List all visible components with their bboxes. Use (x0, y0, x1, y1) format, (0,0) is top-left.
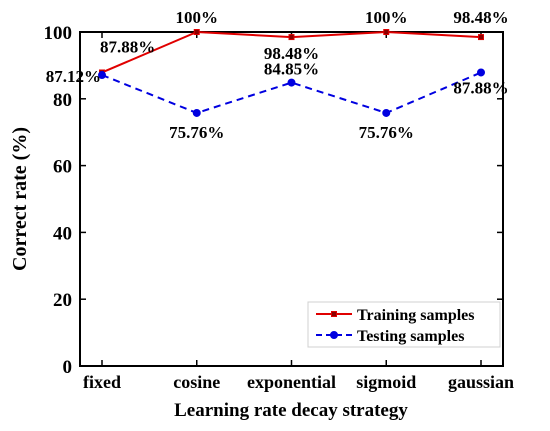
y-axis-title: Correct rate (%) (9, 127, 31, 271)
y-tick-label: 80 (53, 90, 72, 111)
testing-point (192, 108, 201, 117)
testing-data-label: 87.12% (46, 67, 101, 86)
legend-items: Training samples Testing samples (316, 307, 475, 345)
x-axis-title: Learning rate decay strategy (174, 400, 408, 421)
x-tick-label: cosine (173, 372, 220, 392)
legend-label: Training samples (357, 307, 475, 324)
x-axis: fixed cosine exponential sigmoid gaussian (83, 32, 514, 392)
x-tick-label: sigmoid (356, 372, 416, 392)
testing-point (287, 78, 296, 87)
series-layer (98, 29, 485, 117)
x-tick-label: gaussian (448, 372, 514, 392)
x-tick-label: exponential (247, 372, 336, 392)
testing-data-label: 84.85% (264, 60, 319, 79)
testing-data-label: 75.76% (169, 123, 224, 142)
y-axis: 0 20 40 60 80 100 (44, 23, 503, 378)
training-data-label: 100% (176, 8, 219, 27)
data-labels: 87.88% 100% 98.48% 100% 98.48% 87.12% 75.76% 84… (46, 8, 509, 142)
y-tick-label: 0 (63, 357, 73, 378)
training-data-label: 100% (365, 8, 408, 27)
training-data-label: 87.88% (100, 37, 155, 56)
training-point (193, 29, 200, 35)
y-tick-label: 100 (44, 23, 73, 44)
legend-box (307, 301, 501, 348)
x-tick-label: fixed (83, 372, 121, 392)
testing-data-label: 87.88% (453, 78, 508, 97)
y-tick-label: 60 (53, 157, 72, 178)
training-point (478, 34, 484, 41)
legend-label: Testing samples (357, 328, 464, 345)
y-tick-label: 40 (53, 223, 72, 244)
testing-point (382, 108, 391, 117)
training-point (288, 34, 295, 41)
legend: Training samples Testing samples (307, 301, 501, 348)
testing-point (98, 71, 106, 80)
training-data-label: 98.48% (453, 8, 508, 27)
y-tick-label: 20 (53, 290, 72, 311)
legend-marker (331, 311, 337, 317)
testing-point (477, 68, 485, 77)
training-point (383, 29, 390, 35)
legend-marker (330, 331, 338, 339)
training-data-label: 98.48% (264, 44, 319, 63)
testing-data-label: 75.76% (359, 123, 414, 142)
